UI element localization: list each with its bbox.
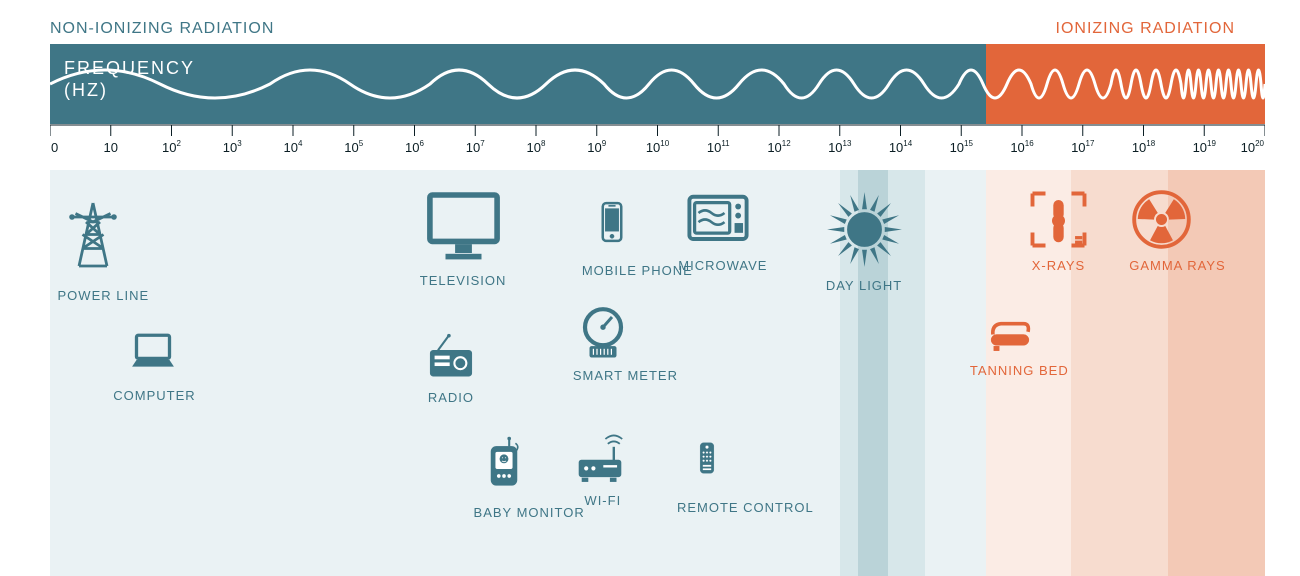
computer-icon: [113, 327, 193, 382]
power-line-icon: [58, 187, 128, 282]
baby-monitor-icon: [474, 427, 534, 499]
item-wifi: WI-FI: [568, 427, 638, 508]
microwave-label: MICROWAVE: [678, 258, 758, 273]
item-radio: RADIO: [417, 332, 485, 405]
baby-monitor-label: BABY MONITOR: [474, 505, 534, 520]
item-baby-monitor: BABY MONITOR: [474, 427, 534, 520]
svg-text:1013: 1013: [828, 139, 852, 155]
xrays-label: X-RAYS: [1026, 258, 1091, 273]
svg-text:1012: 1012: [767, 139, 791, 155]
smart-meter-icon: [573, 302, 633, 362]
xrays-icon: [1026, 187, 1091, 252]
label-non-ionizing: NON-IONIZING RADIATION: [50, 20, 274, 38]
item-remote-control: REMOTE CONTROL: [677, 422, 737, 515]
item-power-line: POWER LINE: [58, 187, 128, 303]
label-ionizing: IONIZING RADIATION: [1056, 20, 1235, 38]
svg-text:108: 108: [527, 139, 546, 155]
svg-text:106: 106: [405, 139, 424, 155]
wifi-label: WI-FI: [568, 493, 638, 508]
svg-text:1017: 1017: [1071, 139, 1095, 155]
day-light-label: DAY LIGHT: [822, 278, 907, 293]
item-television: TELEVISION: [416, 187, 511, 288]
svg-text:1014: 1014: [889, 139, 913, 155]
radio-label: RADIO: [417, 390, 485, 405]
smart-meter-label: SMART METER: [573, 368, 633, 383]
infographic: NON-IONIZING RADIATION IONIZING RADIATIO…: [0, 0, 1300, 576]
svg-text:0: 0: [51, 140, 58, 155]
svg-text:102: 102: [162, 139, 181, 155]
remote-control-label: REMOTE CONTROL: [677, 500, 737, 515]
item-computer: COMPUTER: [113, 327, 193, 403]
computer-label: COMPUTER: [113, 388, 193, 403]
tanning-bed-label: TANNING BED: [970, 363, 1050, 378]
remote-control-icon: [677, 422, 737, 494]
svg-text:103: 103: [223, 139, 242, 155]
mobile-phone-label: MOBILE PHONE: [582, 263, 642, 278]
television-icon: [416, 187, 511, 267]
svg-text:1020: 1020: [1241, 139, 1265, 155]
tanning-bed-icon: [970, 312, 1050, 357]
svg-text:1019: 1019: [1193, 139, 1217, 155]
frequency-bar: FREQUENCY (HZ): [50, 44, 1265, 124]
item-microwave: MICROWAVE: [678, 187, 758, 273]
top-labels: NON-IONIZING RADIATION IONIZING RADIATIO…: [50, 20, 1265, 38]
svg-text:1018: 1018: [1132, 139, 1156, 155]
item-day-light: DAY LIGHT: [822, 187, 907, 293]
gamma-icon: [1129, 187, 1194, 252]
item-tanning-bed: TANNING BED: [970, 312, 1050, 378]
item-xrays: X-RAYS: [1026, 187, 1091, 273]
svg-text:105: 105: [344, 139, 363, 155]
item-gamma: GAMMA RAYS: [1129, 187, 1194, 273]
television-label: TELEVISION: [416, 273, 511, 288]
svg-text:1011: 1011: [707, 139, 730, 155]
svg-text:1015: 1015: [950, 139, 974, 155]
microwave-icon: [678, 187, 758, 252]
gamma-label: GAMMA RAYS: [1129, 258, 1194, 273]
frequency-axis: 0 10 102 103 104 105 106 107 108 109 1010 1011 1012 1…: [50, 124, 1265, 162]
wifi-icon: [568, 427, 638, 487]
power-line-label: POWER LINE: [58, 288, 128, 303]
radio-icon: [417, 332, 485, 384]
items-area: POWER LINE COMPUTER TELEVISION RADIO BABY MO…: [50, 162, 1265, 562]
item-mobile-phone: MOBILE PHONE: [582, 187, 642, 278]
svg-text:1016: 1016: [1010, 139, 1034, 155]
svg-text:1010: 1010: [646, 139, 670, 155]
svg-text:107: 107: [466, 139, 485, 155]
svg-text:104: 104: [284, 139, 303, 155]
wave-svg: [50, 44, 1265, 124]
svg-text:10: 10: [104, 140, 118, 155]
item-smart-meter: SMART METER: [573, 302, 633, 383]
svg-text:109: 109: [587, 139, 606, 155]
mobile-phone-icon: [582, 187, 642, 257]
day-light-icon: [822, 187, 907, 272]
